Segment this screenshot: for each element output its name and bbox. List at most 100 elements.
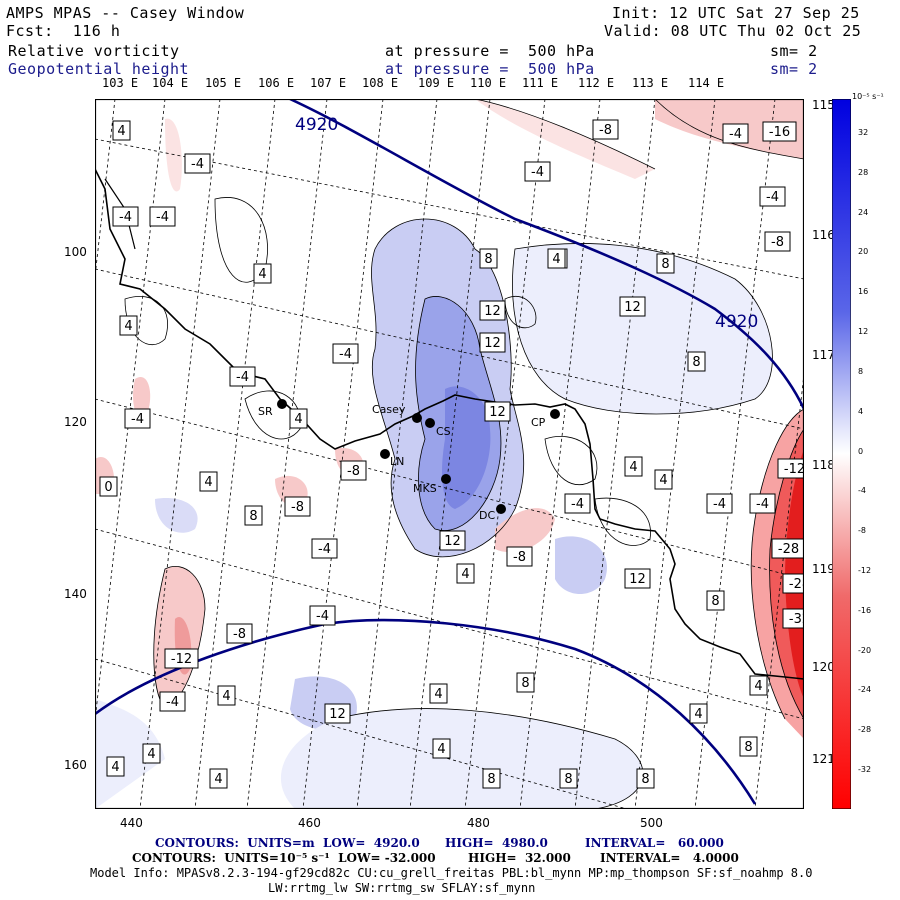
top-lon-label: 114 E bbox=[688, 76, 725, 90]
vorticity-label: -8 bbox=[599, 123, 612, 138]
top-lon-label: 103 E bbox=[102, 76, 139, 90]
stations: SR Casey CS LN MKS DC CP bbox=[258, 399, 560, 522]
vorticity-label: 4 bbox=[434, 687, 442, 702]
vorticity-label-box bbox=[687, 351, 706, 372]
vorticity-label-box bbox=[624, 456, 643, 477]
vorticity-label: 4 bbox=[214, 772, 222, 787]
vorticity-label: -8 bbox=[771, 235, 784, 250]
vorticity-label-box bbox=[142, 743, 161, 764]
vorticity-label-box bbox=[689, 703, 708, 724]
vorticity-label: 8 bbox=[641, 772, 649, 787]
station-label: LN bbox=[390, 455, 404, 468]
vorticity-label: 4 bbox=[147, 747, 155, 762]
vorticity-label-box bbox=[524, 161, 551, 182]
coastline bbox=[95, 168, 804, 680]
y-tick-160: 160 bbox=[64, 758, 87, 772]
vorticity-label-box bbox=[432, 738, 451, 759]
vorticity-label-box bbox=[706, 590, 725, 611]
vorticity-label: -4 bbox=[236, 370, 249, 385]
y-tick-120: 120 bbox=[64, 415, 87, 429]
vorticity-label-box bbox=[547, 248, 566, 269]
x-tick-480: 480 bbox=[467, 816, 490, 830]
vorticity-label: 8 bbox=[484, 252, 492, 267]
vorticity-label: 12 bbox=[624, 300, 641, 315]
vorticity-label-box bbox=[226, 623, 253, 644]
vorticity-label: 8 bbox=[711, 594, 719, 609]
colorbar-label: -20 bbox=[858, 645, 872, 655]
geopotential-4920-south bbox=[95, 618, 757, 805]
vorticity-label: 8 bbox=[564, 772, 572, 787]
colorbar-label: -32 bbox=[858, 765, 872, 774]
vorticity-label: -4 bbox=[571, 497, 584, 512]
vorticity-label: 4 bbox=[204, 475, 212, 490]
footer-geo-high: HIGH= 4980.0 bbox=[445, 836, 548, 850]
vorticity-label: 4 bbox=[124, 319, 132, 334]
top-lon-label: 107 E bbox=[310, 76, 347, 90]
top-lon-label: 108 E bbox=[362, 76, 399, 90]
vorticity-label: 8 bbox=[487, 772, 495, 787]
vorticity-label: 0 bbox=[104, 480, 112, 495]
field2-level: at pressure = 500 hPa bbox=[385, 60, 595, 78]
vorticity-label-box bbox=[722, 123, 749, 144]
vorticity-label-box bbox=[636, 768, 655, 789]
vorticity-label-box bbox=[209, 768, 228, 789]
vorticity-label-box bbox=[149, 206, 176, 227]
vorticity-label-box bbox=[112, 206, 139, 227]
colorbar-label: -24 bbox=[858, 685, 872, 695]
vorticity-label: -28 bbox=[789, 577, 804, 592]
vorticity-label-box bbox=[253, 263, 272, 284]
vorticity-label-box bbox=[559, 768, 578, 789]
colorbar-label: -28 bbox=[858, 725, 872, 735]
vorticity-label: 4 bbox=[461, 567, 469, 582]
vorticity-label: -8 bbox=[347, 464, 360, 479]
vorticity-label-box bbox=[482, 768, 501, 789]
vorticity-label-box bbox=[749, 675, 768, 696]
vorticity-label-box bbox=[592, 119, 619, 140]
station-dot[interactable] bbox=[441, 474, 451, 484]
colorbar-label: 12 bbox=[858, 327, 869, 337]
vorticity-label: -4 bbox=[729, 127, 742, 142]
vorticity-label: 4 bbox=[552, 252, 560, 267]
map-panel: 4920 4920 SR Casey CS LN MKS DC CP 4 -4 4 -… bbox=[94, 98, 805, 810]
vorticity-label-box bbox=[749, 493, 776, 514]
vorticity-contours bbox=[124, 99, 804, 809]
geopotential-label-2: 4920 bbox=[715, 312, 758, 332]
station-label: DC bbox=[479, 509, 495, 522]
vorticity-label: -12 bbox=[171, 652, 192, 667]
vorticity-label: 4 bbox=[437, 742, 445, 757]
colorbar-label: 8 bbox=[858, 366, 864, 376]
station-dot[interactable] bbox=[412, 413, 422, 423]
vorticity-label-box bbox=[289, 408, 308, 429]
colorbar-label: 0 bbox=[858, 446, 864, 456]
colorbar-units: 10⁻⁵ s⁻¹ bbox=[852, 92, 884, 101]
field2-name: Geopotential height bbox=[8, 60, 190, 78]
vorticity-label-box bbox=[456, 563, 475, 584]
vorticity-label: -28 bbox=[778, 542, 799, 557]
station-dot[interactable] bbox=[425, 418, 435, 428]
vorticity-label: 4 bbox=[659, 473, 667, 488]
vorticity-label-box bbox=[199, 471, 218, 492]
field2-smooth: sm= 2 bbox=[770, 60, 818, 78]
station-dot[interactable] bbox=[550, 409, 560, 419]
footer-geo-contours: CONTOURS: UNITS=m LOW= 4920.0 bbox=[155, 836, 420, 850]
vorticity-label: -4 bbox=[316, 609, 329, 624]
vorticity-label: 4 bbox=[629, 460, 637, 475]
vorticity-shading bbox=[95, 99, 804, 809]
station-label: SR bbox=[258, 405, 273, 418]
x-tick-500: 500 bbox=[640, 816, 663, 830]
vorticity-label-box bbox=[124, 408, 151, 429]
station-dot[interactable] bbox=[496, 504, 506, 514]
colorbar-svg bbox=[831, 98, 852, 810]
station-label: Casey bbox=[372, 403, 406, 416]
vorticity-label-box bbox=[112, 120, 131, 141]
footer-model-info: Model Info: MPASv8.2.3-194-gf29cd82c CU:… bbox=[90, 866, 813, 880]
colorbar-label: -4 bbox=[858, 486, 866, 496]
colorbar-label: 4 bbox=[858, 406, 864, 416]
vorticity-label-box bbox=[429, 683, 448, 704]
vorticity-label: -4 bbox=[339, 347, 352, 362]
station-dot[interactable] bbox=[380, 449, 390, 459]
colorbar-label: -16 bbox=[858, 605, 872, 615]
station-dot[interactable] bbox=[277, 399, 287, 409]
x-tick-460: 460 bbox=[298, 816, 321, 830]
vorticity-label: -8 bbox=[513, 550, 526, 565]
